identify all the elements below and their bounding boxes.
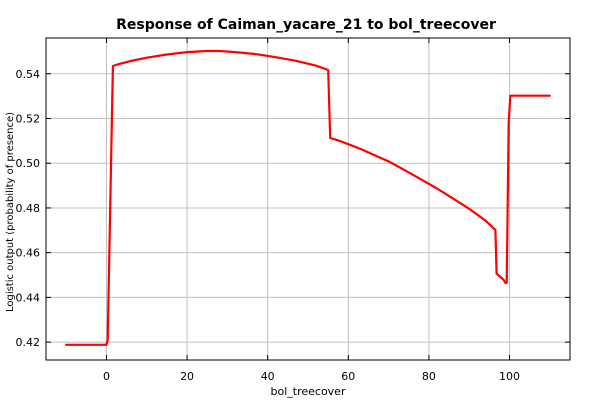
- grid-lines: [46, 38, 570, 360]
- x-tick-label: 0: [103, 370, 110, 383]
- x-axis-label: bol_treecover: [271, 385, 346, 398]
- y-tick-label: 0.50: [16, 157, 41, 170]
- plot-frame: [45, 37, 571, 361]
- y-tick-label: 0.46: [16, 247, 41, 260]
- chart-title: Response of Caiman_yacare_21 to bol_tree…: [116, 17, 496, 33]
- y-tick-label: 0.48: [16, 202, 41, 215]
- response-curve-line: [65, 49, 551, 346]
- y-tick-label: 0.44: [16, 291, 41, 304]
- y-axis-label: Logistic output (probability of presence…: [5, 112, 16, 312]
- x-tick-label: 40: [261, 370, 275, 383]
- x-tick-label: 100: [499, 370, 520, 383]
- y-tick-label: 0.54: [16, 68, 41, 81]
- x-tick-label: 80: [422, 370, 436, 383]
- series-layer: [65, 49, 551, 346]
- x-tick-label: 60: [341, 370, 355, 383]
- axis-ticks: 0 20 40 60 80 100 0.42 0.44 0.46 0.48 0.50 0.52 0.54: [16, 38, 570, 383]
- y-tick-label: 0.52: [16, 113, 41, 126]
- y-tick-label: 0.42: [16, 336, 41, 349]
- x-tick-label: 20: [180, 370, 194, 383]
